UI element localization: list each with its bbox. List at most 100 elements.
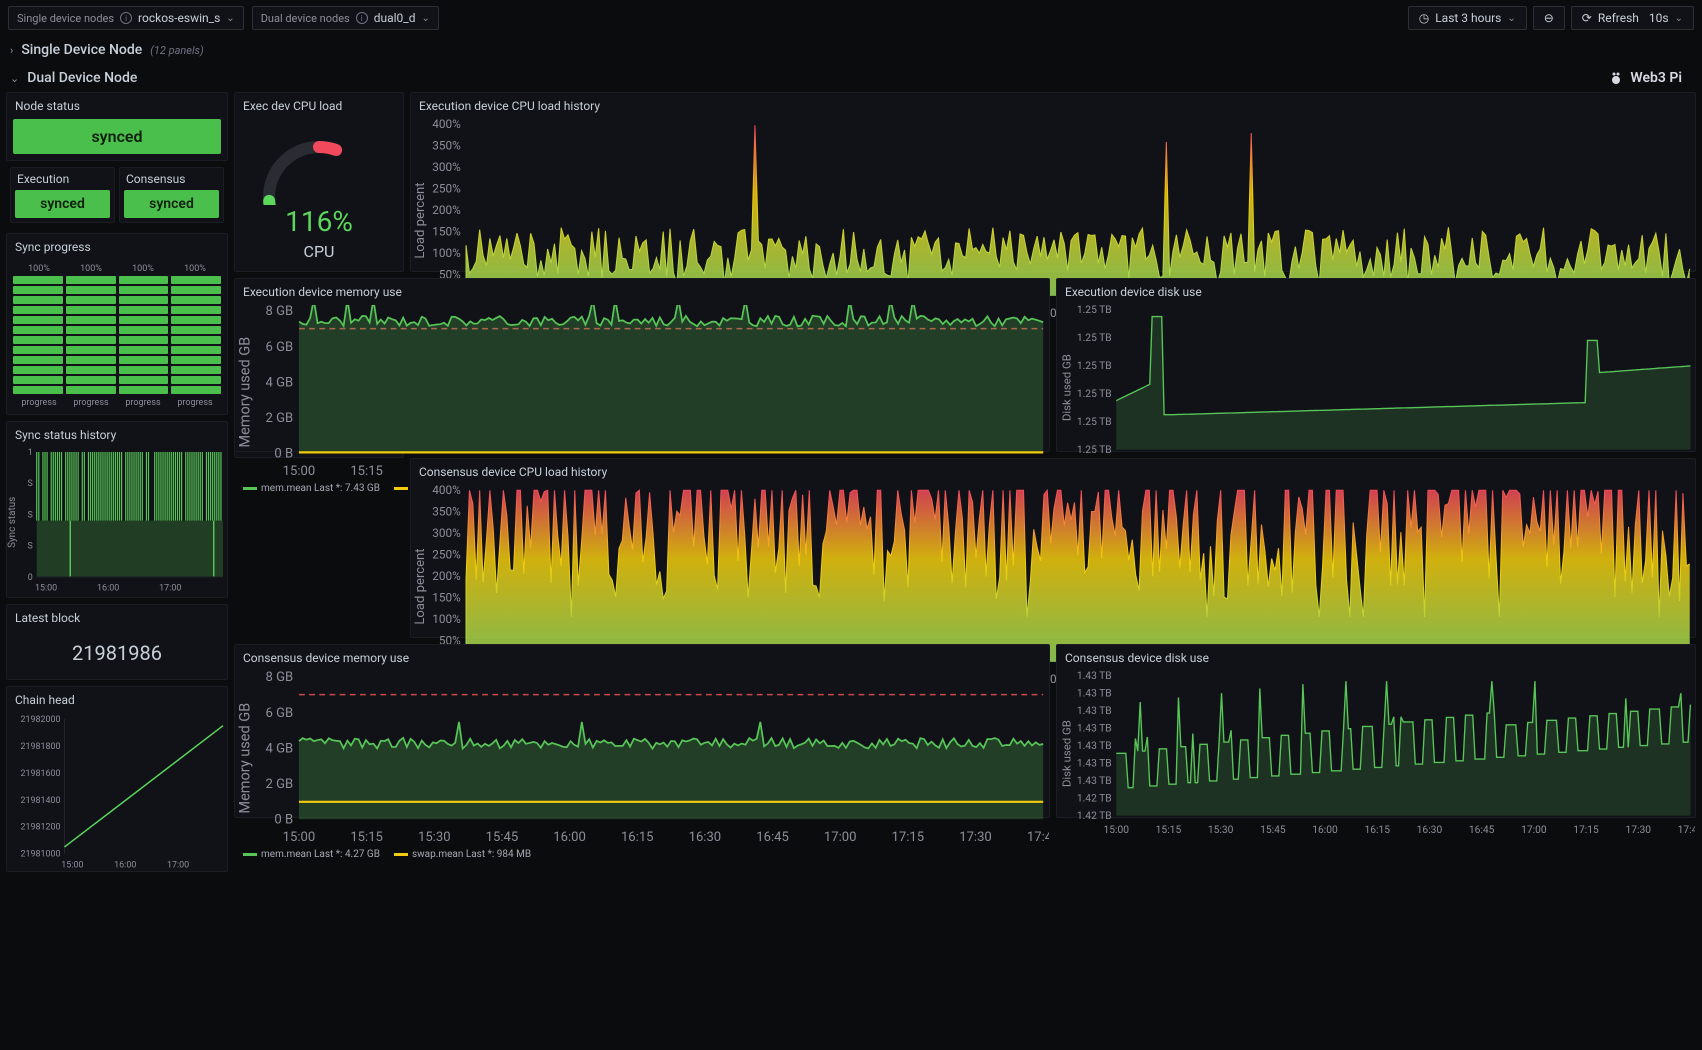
svg-text:350%: 350% bbox=[432, 505, 461, 519]
svg-text:21982000: 21982000 bbox=[20, 715, 60, 725]
panel-title: Execution device memory use bbox=[235, 279, 1049, 305]
svg-text:1.43 TB: 1.43 TB bbox=[1077, 739, 1112, 752]
svg-text:17:30: 17:30 bbox=[959, 830, 992, 845]
svg-text:1.43 TB: 1.43 TB bbox=[1077, 671, 1112, 682]
svg-text:21981000: 21981000 bbox=[20, 849, 60, 859]
svg-text:1.42 TB: 1.42 TB bbox=[1077, 809, 1112, 822]
exec-disk-chart: 1.25 TB1.25 TB1.25 TB1.25 TB1.25 TB1.25 … bbox=[1057, 305, 1695, 470]
row-subtitle: (12 panels) bbox=[150, 44, 204, 57]
zoom-out-button[interactable]: ⊖ bbox=[1533, 6, 1565, 30]
panel-sync-progress[interactable]: Sync progress 100%100%100%100% progressp… bbox=[6, 233, 228, 415]
svg-text:16:15: 16:15 bbox=[1364, 823, 1390, 836]
svg-text:16:45: 16:45 bbox=[756, 830, 789, 845]
time-range-picker[interactable]: ◷ Last 3 hours ⌄ bbox=[1408, 6, 1527, 30]
clock-icon: ◷ bbox=[1419, 11, 1429, 25]
svg-text:17:30: 17:30 bbox=[1625, 823, 1651, 836]
svg-text:1: 1 bbox=[28, 448, 33, 458]
svg-text:6 GB: 6 GB bbox=[266, 706, 294, 721]
panel-chain-head[interactable]: Chain head 21982000219818002198160021981… bbox=[6, 686, 228, 873]
row-title: Single Device Node bbox=[21, 42, 142, 58]
row-dual-device[interactable]: ⌄ Dual Device Node Web3 Pi bbox=[0, 64, 1702, 92]
chevron-down-icon: ⌄ bbox=[1675, 13, 1683, 24]
panel-exec-gauge[interactable]: Exec dev CPU load 116% CPU bbox=[234, 92, 404, 272]
svg-text:1.25 TB: 1.25 TB bbox=[1077, 305, 1112, 316]
panel-title: Sync status history bbox=[7, 422, 227, 448]
panel-title: Node status bbox=[7, 93, 227, 119]
toolbar: Single device nodes i rockos-eswin_s ⌄ D… bbox=[0, 0, 1702, 36]
panel-title: Chain head bbox=[7, 687, 227, 713]
var-dual-device-nodes[interactable]: Dual device nodes i dual0_d ⌄ bbox=[252, 6, 439, 30]
svg-text:150%: 150% bbox=[432, 590, 461, 604]
panel-exec-mem[interactable]: Execution device memory use 8 GB6 GB4 GB… bbox=[234, 278, 1050, 452]
svg-text:400%: 400% bbox=[432, 485, 461, 497]
svg-text:15:30: 15:30 bbox=[1208, 823, 1234, 836]
panel-node-status[interactable]: Node status synced bbox=[6, 92, 228, 161]
status-badge: synced bbox=[13, 119, 221, 154]
svg-text:1.43 TB: 1.43 TB bbox=[1077, 722, 1112, 735]
latest-block-value: 21981986 bbox=[7, 631, 227, 679]
svg-text:1.25 TB: 1.25 TB bbox=[1077, 443, 1112, 456]
exec-mem-chart: 8 GB6 GB4 GB2 GB0 BMemory used GB15:0015… bbox=[235, 305, 1049, 479]
svg-text:0 B: 0 B bbox=[274, 447, 293, 462]
svg-text:0: 0 bbox=[28, 573, 33, 583]
panel-sync-status-history[interactable]: Sync status history 1SSS0Sync status15:0… bbox=[6, 421, 228, 598]
panel-title: Consensus device CPU load history bbox=[411, 459, 1695, 485]
svg-text:2 GB: 2 GB bbox=[266, 411, 294, 426]
chevron-down-icon: ⌄ bbox=[226, 13, 234, 24]
svg-text:8 GB: 8 GB bbox=[266, 671, 294, 685]
svg-text:Load percent: Load percent bbox=[413, 182, 428, 258]
svg-text:17:00: 17:00 bbox=[159, 584, 181, 594]
panel-title: Consensus bbox=[120, 168, 223, 190]
cons-mem-chart: 8 GB6 GB4 GB2 GB0 BMemory used GB15:0015… bbox=[235, 671, 1049, 845]
svg-text:250%: 250% bbox=[432, 548, 461, 562]
panel-execution-status[interactable]: Execution synced bbox=[10, 167, 115, 223]
var-value: dual0_d bbox=[374, 11, 416, 25]
var-value: rockos-eswin_s bbox=[138, 11, 220, 25]
chain-head-chart: 2198200021981800219816002198140021981200… bbox=[7, 713, 227, 872]
panel-title: Latest block bbox=[7, 605, 227, 631]
panel-exec-disk[interactable]: Execution device disk use 1.25 TB1.25 TB… bbox=[1056, 278, 1696, 452]
svg-text:300%: 300% bbox=[432, 160, 461, 174]
svg-text:150%: 150% bbox=[432, 224, 461, 238]
var-label: Dual device nodes bbox=[261, 12, 350, 25]
panel-cons-mem[interactable]: Consensus device memory use 8 GB6 GB4 GB… bbox=[234, 644, 1050, 818]
svg-text:21981200: 21981200 bbox=[20, 822, 60, 832]
svg-text:S: S bbox=[27, 479, 32, 489]
panel-consensus-status[interactable]: Consensus synced bbox=[119, 167, 224, 223]
row-single-device[interactable]: › Single Device Node (12 panels) bbox=[0, 36, 1702, 64]
svg-text:15:00: 15:00 bbox=[283, 464, 316, 479]
svg-text:21981400: 21981400 bbox=[20, 795, 60, 805]
zoom-out-icon: ⊖ bbox=[1544, 11, 1554, 25]
panel-exec-cpu-history[interactable]: Execution device CPU load history 400%35… bbox=[410, 92, 1696, 272]
svg-text:200%: 200% bbox=[432, 203, 461, 217]
panel-title: Execution device CPU load history bbox=[411, 93, 1695, 119]
svg-text:S: S bbox=[27, 542, 32, 552]
brand-logo: Web3 Pi bbox=[1608, 70, 1692, 86]
chevron-right-icon: › bbox=[10, 44, 13, 57]
refresh-button[interactable]: ⟳ Refresh 10s ⌄ bbox=[1571, 6, 1694, 30]
svg-text:16:00: 16:00 bbox=[97, 584, 119, 594]
pi-icon bbox=[1608, 70, 1624, 86]
svg-text:17:45: 17:45 bbox=[1678, 823, 1695, 836]
panel-title: Exec dev CPU load bbox=[235, 93, 403, 119]
svg-text:15:15: 15:15 bbox=[350, 464, 383, 479]
panel-cons-cpu-history[interactable]: Consensus device CPU load history 400% 35… bbox=[410, 458, 1696, 638]
svg-text:1.25 TB: 1.25 TB bbox=[1077, 387, 1112, 400]
panel-title: Consensus device disk use bbox=[1057, 645, 1695, 671]
svg-text:Load percent: Load percent bbox=[413, 548, 428, 624]
svg-text:2 GB: 2 GB bbox=[266, 777, 294, 792]
svg-text:1.25 TB: 1.25 TB bbox=[1077, 359, 1112, 372]
var-single-device-nodes[interactable]: Single device nodes i rockos-eswin_s ⌄ bbox=[8, 6, 244, 30]
svg-text:21981800: 21981800 bbox=[20, 742, 60, 752]
refresh-interval: 10s bbox=[1649, 11, 1669, 25]
svg-text:8 GB: 8 GB bbox=[266, 305, 294, 319]
svg-text:1.43 TB: 1.43 TB bbox=[1077, 774, 1112, 787]
chevron-down-icon: ⌄ bbox=[10, 72, 19, 85]
info-icon: i bbox=[120, 12, 132, 24]
panel-latest-block[interactable]: Latest block 21981986 bbox=[6, 604, 228, 680]
sync-history-chart: 1SSS0Sync status15:0016:0017:00 bbox=[7, 448, 227, 597]
chevron-down-icon: ⌄ bbox=[1507, 13, 1515, 24]
panel-title: Execution bbox=[11, 168, 114, 190]
svg-text:17:00: 17:00 bbox=[1521, 823, 1547, 836]
panel-cons-disk[interactable]: Consensus device disk use 1.43 TB 1.43 TB… bbox=[1056, 644, 1696, 818]
